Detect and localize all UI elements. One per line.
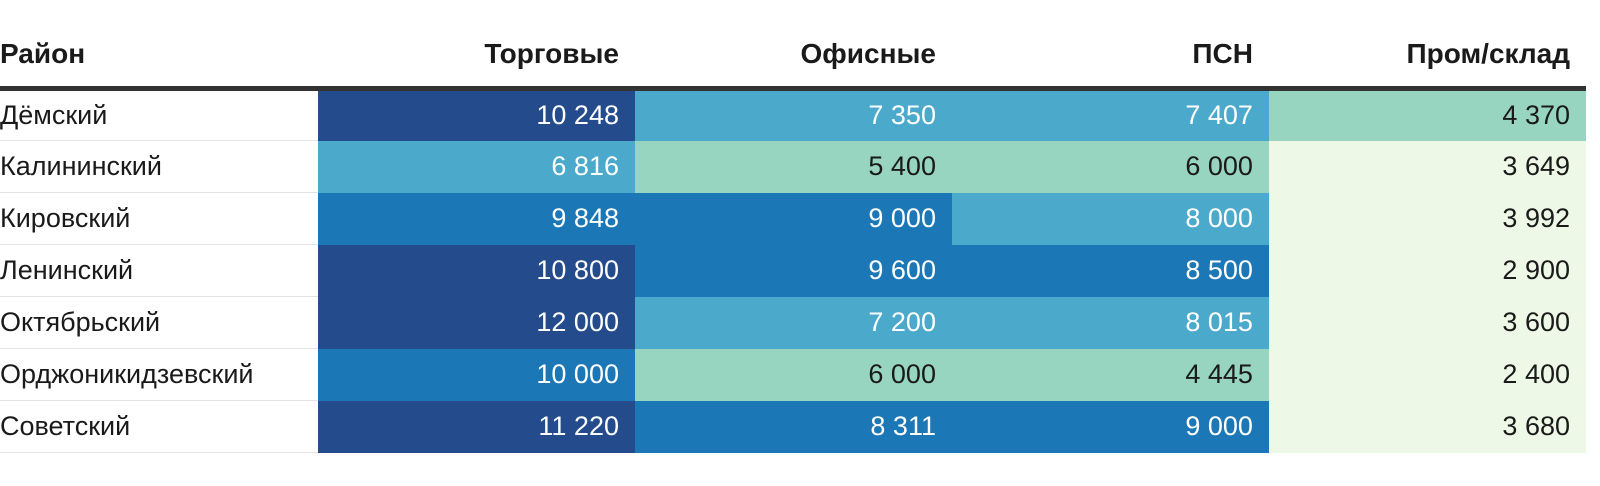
heatmap-cell: 8 015 [951,296,1269,349]
table-row: Калининский 6 816 5 400 6 000 3 649 [0,140,1586,193]
district-name: Орджоникидзевский [0,348,318,401]
table-row: Октябрьский 12 000 7 200 8 015 3 600 [0,296,1586,349]
heatmap-cell: 8 311 [634,400,952,453]
heatmap-cell: 10 000 [318,348,635,401]
heatmap-cell: 8 000 [951,192,1269,245]
heatmap-table: Район Торговые Офисные ПСН Пром/склад Дё… [0,22,1586,453]
heatmap-cell: 7 200 [634,296,952,349]
column-header-industrial: Пром/склад [1268,22,1586,91]
heatmap-cell: 2 900 [1268,244,1586,297]
column-header-district: Район [0,22,318,91]
heatmap-cell: 9 000 [634,192,952,245]
heatmap-cell: 12 000 [318,296,635,349]
table-row: Советский 11 220 8 311 9 000 3 680 [0,400,1586,453]
district-name: Калининский [0,140,318,193]
heatmap-cell: 5 400 [634,140,952,193]
heatmap-cell: 9 600 [634,244,952,297]
table-row: Дёмский 10 248 7 350 7 407 4 370 [0,88,1586,141]
heatmap-cell: 4 445 [951,348,1269,401]
district-name: Советский [0,400,318,453]
heatmap-cell: 6 000 [951,140,1269,193]
heatmap-cell: 11 220 [318,400,635,453]
heatmap-cell: 4 370 [1268,88,1586,141]
heatmap-cell: 9 848 [318,192,635,245]
heatmap-cell: 10 248 [318,88,635,141]
district-name: Октябрьский [0,296,318,349]
column-header-office: Офисные [634,22,952,91]
heatmap-cell: 3 680 [1268,400,1586,453]
district-name: Дёмский [0,88,318,141]
heatmap-cell: 6 000 [634,348,952,401]
heatmap-cell: 7 407 [951,88,1269,141]
header-row: Район Торговые Офисные ПСН Пром/склад [0,22,1586,91]
column-header-retail: Торговые [318,22,635,91]
heatmap-cell: 8 500 [951,244,1269,297]
table-body: Дёмский 10 248 7 350 7 407 4 370 Калининский 6… [0,88,1586,453]
heatmap-cell: 10 800 [318,244,635,297]
heatmap-cell: 6 816 [318,140,635,193]
heatmap-cell: 3 992 [1268,192,1586,245]
district-name: Кировский [0,192,318,245]
column-header-psn: ПСН [951,22,1269,91]
district-name: Ленинский [0,244,318,297]
table-row: Кировский 9 848 9 000 8 000 3 992 [0,192,1586,245]
table-row: Орджоникидзевский 10 000 6 000 4 445 2 400 [0,348,1586,401]
heatmap-cell: 2 400 [1268,348,1586,401]
heatmap-cell: 3 649 [1268,140,1586,193]
heatmap-cell: 7 350 [634,88,952,141]
heatmap-cell: 3 600 [1268,296,1586,349]
heatmap-cell: 9 000 [951,400,1269,453]
table-row: Ленинский 10 800 9 600 8 500 2 900 [0,244,1586,297]
